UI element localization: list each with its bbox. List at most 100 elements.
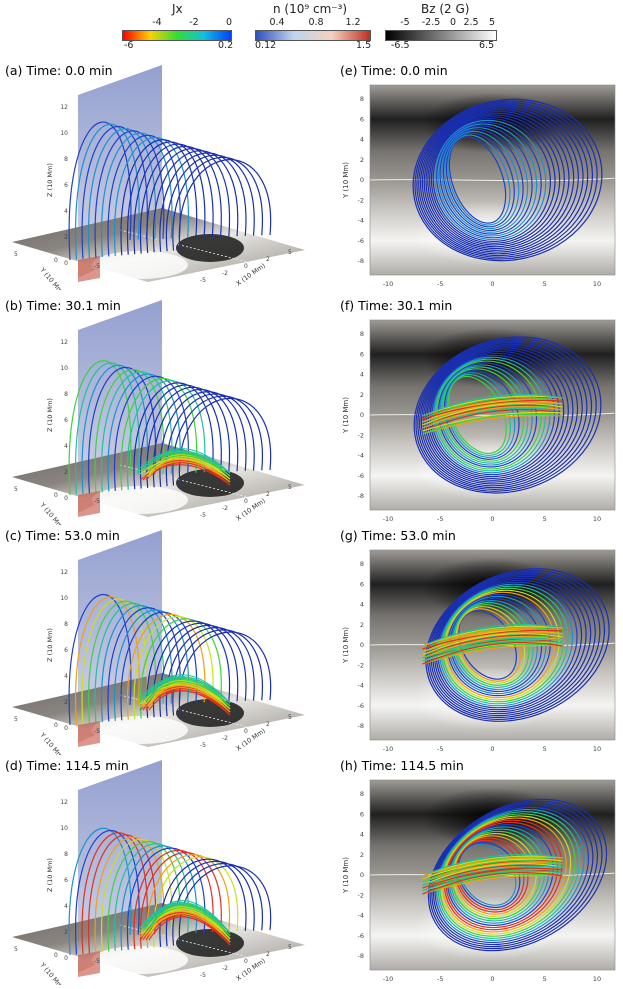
field-line: [120, 139, 198, 256]
z-tick-label: 2: [64, 469, 68, 476]
y-tick-label: 6: [360, 810, 364, 818]
field-line: [126, 141, 206, 255]
x-tick-label: 5: [288, 484, 292, 491]
field-line: [426, 349, 569, 481]
field-line: [133, 382, 214, 490]
field-line: [442, 817, 567, 933]
z-axis-label: Z (10 Mm): [46, 628, 54, 662]
field-line: [416, 102, 594, 258]
field-line: [440, 585, 569, 705]
bz-colorbar-title: Bz (2 G): [421, 2, 470, 16]
n-tick: 1.2: [345, 17, 361, 28]
twisted-field-line: [422, 853, 563, 877]
twisted-field-line: [422, 638, 563, 662]
x-tick-label: 5: [543, 975, 547, 983]
x-axis-label: X (10 Mm): [235, 727, 267, 753]
field-lines: [68, 360, 272, 496]
field-line: [427, 798, 608, 952]
panel-label: (c) Time: 53.0 min: [5, 528, 120, 543]
twisted-field-line: [139, 684, 231, 710]
x-tick-label: 0: [244, 958, 248, 965]
x-tick-label: 10: [593, 280, 601, 288]
twisted-field-line: [422, 634, 563, 656]
x-axis-label: X (10 Mm): [235, 497, 267, 523]
y-axis-label: Y (10 Mm): [342, 627, 350, 664]
z-tick-label: 2: [64, 234, 68, 241]
y-tick-label: 8: [360, 790, 364, 798]
x-tick-label: -5: [437, 745, 443, 753]
y-tick-label: 0: [54, 257, 58, 264]
x-tick-label: 0: [244, 498, 248, 505]
x-tick-label: 5: [543, 280, 547, 288]
twisted-field-line: [422, 858, 563, 880]
field-line: [429, 800, 603, 950]
y-tick-label: 4: [360, 136, 364, 144]
field-line: [443, 589, 560, 701]
field-line: [427, 569, 606, 721]
twisted-field-line: [422, 868, 563, 892]
field-line: [107, 607, 181, 722]
twisted-field-line: [422, 635, 563, 656]
twisted-field-line: [422, 859, 563, 883]
top-view-plot: (f) Time: 30.1 min -10 -5 0 5 10 8 6 4 2 0 -2 -4 -6 -8…: [340, 298, 616, 533]
twisted-field-line: [145, 448, 231, 474]
field-line: [427, 350, 565, 480]
field-line: [120, 845, 198, 951]
x-tick-label: 10: [593, 745, 601, 753]
twisted-field-line: [422, 413, 563, 435]
field-line: [100, 371, 173, 493]
x-tick-label: -5: [200, 277, 206, 284]
x-tick-label: -5: [437, 975, 443, 983]
z-axis-label: Z (10 Mm): [46, 163, 54, 197]
field-line: [88, 834, 157, 954]
field-line: [146, 620, 231, 718]
twisted-field-line: [422, 414, 563, 435]
y-tick-label: -5: [94, 498, 100, 505]
field-line: [133, 143, 214, 255]
field-line: [424, 347, 574, 483]
field-line: [113, 609, 190, 721]
twisted-field-line: [422, 638, 563, 659]
twisted-field-line: [422, 393, 563, 417]
plot-frame: [369, 779, 616, 971]
y-tick-label: 8: [360, 330, 364, 338]
field-line: [126, 380, 206, 490]
y-tick-label: 0: [54, 952, 58, 959]
n-min-label: 0.12: [255, 40, 277, 51]
x-tick-label: -5: [200, 512, 206, 519]
x-tick-label: -5: [200, 972, 206, 979]
y-tick-label: -6: [358, 932, 364, 940]
field-line: [418, 103, 589, 257]
twisted-field-line: [422, 861, 563, 883]
twisted-field-line: [422, 643, 563, 665]
y-tick-label: 5: [14, 946, 18, 953]
polarity-inversion-line: [119, 229, 261, 266]
z-tick-label: 4: [64, 673, 68, 680]
twisted-field-line: [422, 626, 563, 650]
field-lines: [413, 336, 602, 494]
bz-tick: 2.5: [463, 17, 479, 28]
field-line: [439, 813, 576, 937]
field-line: [172, 156, 263, 251]
x-tick-label: 5: [288, 714, 292, 721]
z-tick-label: 0: [64, 955, 68, 962]
twisted-field-line: [422, 629, 563, 650]
field-line: [423, 109, 575, 251]
twisted-field-line: [422, 862, 563, 883]
twisted-field-line: [422, 871, 563, 895]
field-line: [446, 593, 551, 697]
field-line: [152, 622, 239, 718]
field-line: [437, 811, 581, 939]
twisted-field-line: [422, 408, 563, 432]
twisted-field-line: [422, 635, 563, 659]
3d-view-plot: (a) Time: 0.0 min 0 2 4 6 8 10 12 Z (10 Mm) 5 0 -5 Y…: [5, 63, 305, 297]
twisted-field-line: [422, 402, 563, 423]
z-tick-label: 8: [64, 851, 68, 858]
flux-rope-core: [139, 448, 231, 486]
twisted-field-line: [148, 683, 231, 713]
y-tick-label: -2: [358, 891, 364, 899]
field-line: [152, 388, 239, 488]
y-tick-label: -6: [358, 472, 364, 480]
y-axis-label: Y (10 Mm): [342, 397, 350, 434]
x-tick-label: 2: [266, 721, 270, 728]
